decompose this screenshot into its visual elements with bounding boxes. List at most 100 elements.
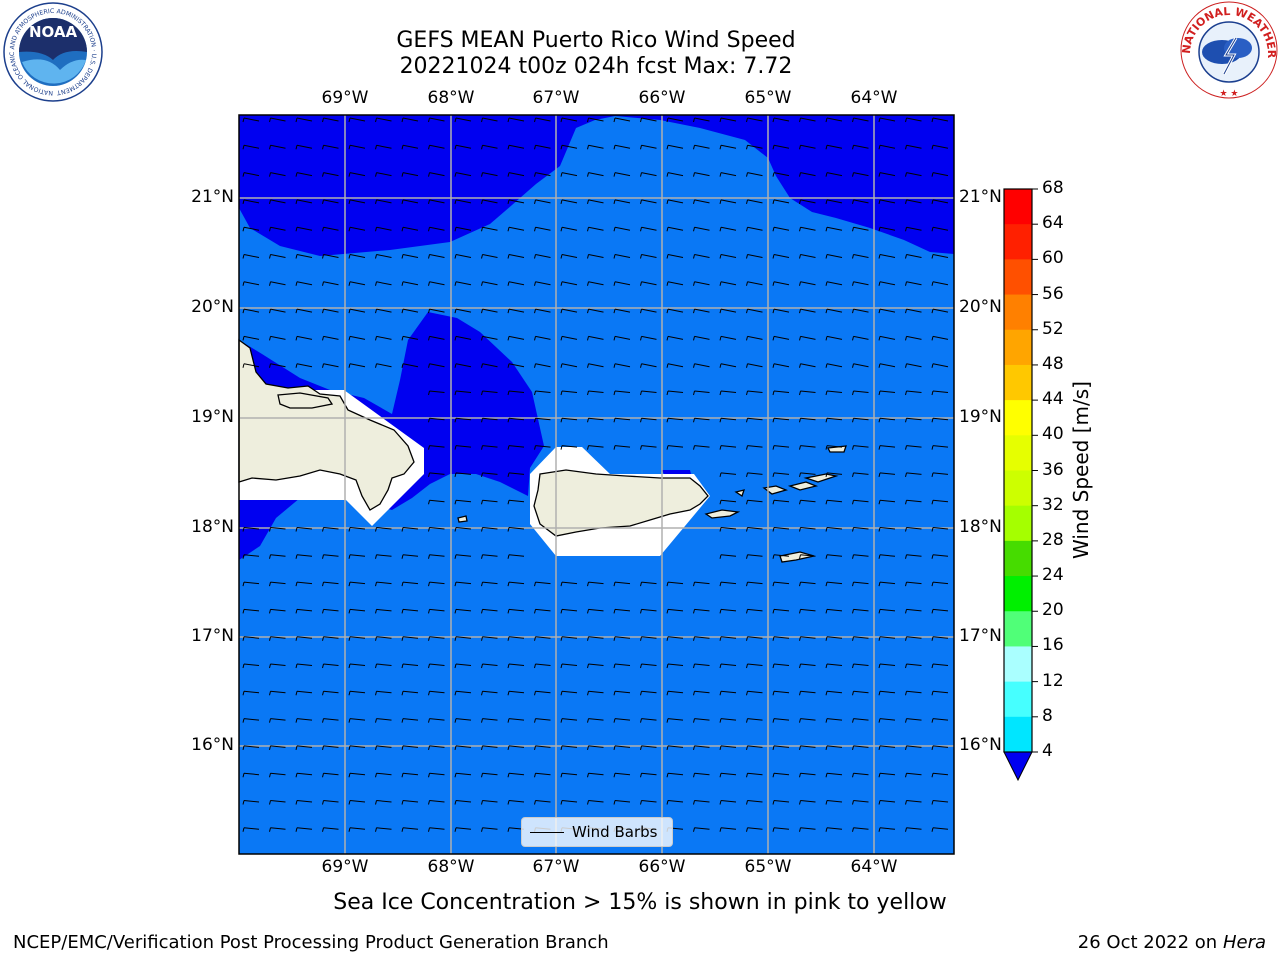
wind-barb — [269, 172, 286, 177]
wind-barb — [587, 390, 604, 396]
wind-barb — [719, 335, 737, 341]
wind-barb — [375, 718, 392, 723]
wind-barb — [507, 417, 525, 423]
wind-barb — [295, 800, 313, 805]
wind-barb — [931, 390, 949, 396]
wind-barb — [772, 636, 790, 641]
latitude-label: 17°N — [191, 626, 234, 646]
wind-barb — [931, 772, 949, 778]
wind-barb — [534, 144, 551, 150]
wind-barb — [640, 390, 657, 396]
wind-barb — [534, 363, 551, 368]
wind-barb — [719, 745, 737, 751]
wind-barb — [401, 636, 419, 641]
wind-barb — [905, 527, 922, 532]
wind-barb — [799, 499, 816, 505]
wind-barb — [640, 254, 657, 259]
wind-barb — [534, 117, 551, 123]
wind-barb — [852, 254, 869, 259]
wind-barb — [746, 608, 763, 614]
wind-barb — [375, 226, 392, 232]
wind-barb — [852, 527, 869, 532]
wind-barb — [931, 554, 949, 559]
wind-barb — [269, 308, 286, 314]
wind-barb — [454, 172, 472, 177]
wind-barb — [799, 172, 816, 177]
wind-barb — [587, 445, 604, 450]
wind-barb — [772, 690, 790, 696]
wind-barb — [560, 172, 578, 177]
nws-logo: NATIONAL WEATHER SERVICE ★ ★ — [1176, 0, 1278, 99]
wind-barb — [560, 745, 578, 751]
wind-barb — [772, 254, 790, 259]
wind-barb — [878, 363, 896, 368]
wind-barb — [719, 308, 737, 314]
wind-barb — [507, 117, 525, 123]
wind-barb — [825, 417, 843, 423]
wind-barb — [507, 144, 525, 150]
wind-barb — [428, 800, 445, 805]
colorbar-tick-label: 44 — [1042, 389, 1064, 410]
wind-barb — [825, 281, 843, 286]
wind-barb — [852, 308, 869, 314]
wind-barb — [507, 718, 525, 723]
wind-barb — [878, 199, 896, 205]
wind-barb — [931, 527, 949, 532]
wind-barb — [905, 281, 922, 286]
wind-barb — [878, 117, 896, 123]
wind-barb — [719, 199, 737, 205]
wind-barb — [242, 308, 260, 314]
wind-barb — [322, 690, 339, 696]
longitude-label: 67°W — [532, 88, 580, 108]
wind-barb — [693, 690, 710, 696]
wind-barb — [931, 499, 949, 505]
wind-barb — [905, 690, 922, 696]
wind-barb — [507, 554, 525, 559]
wind-barb — [242, 281, 260, 286]
wind-barb — [878, 690, 896, 696]
wind-barb — [242, 172, 260, 177]
wind-barb — [348, 718, 366, 723]
wind-barb — [560, 335, 578, 341]
wind-barb — [693, 390, 710, 396]
wind-barb — [666, 772, 684, 778]
wind-barb — [719, 827, 737, 832]
wind-barb — [587, 363, 604, 368]
wind-barb — [852, 172, 869, 177]
wind-barb — [454, 772, 472, 778]
wind-barb — [693, 281, 710, 286]
wind-barb — [931, 800, 949, 805]
noaa-logo: NATIONAL OCEANIC AND ATMOSPHERIC ADMINIS… — [2, 2, 103, 102]
wind-barb — [666, 308, 684, 314]
wind-barb — [772, 172, 790, 177]
wind-barb — [613, 254, 631, 259]
wind-barb — [269, 335, 286, 341]
wind-barb — [348, 636, 366, 641]
wind-barb — [666, 281, 684, 286]
wind-barb — [693, 827, 710, 832]
wind-barb — [428, 554, 445, 559]
wind-barb — [534, 800, 551, 805]
latitude-label: 20°N — [959, 297, 1002, 317]
wind-barb — [295, 226, 313, 232]
wind-barb — [613, 745, 631, 751]
wind-barb — [666, 172, 684, 177]
wind-barb — [931, 226, 949, 232]
wind-barb — [852, 417, 869, 423]
wind-barb — [481, 226, 498, 232]
wind-barb — [693, 308, 710, 314]
colorbar-tick-label: 40 — [1042, 424, 1064, 445]
wind-barb — [481, 663, 498, 669]
longitude-label: 65°W — [744, 857, 792, 877]
latitude-label: 21°N — [191, 187, 234, 207]
latitude-label: 16°N — [191, 735, 234, 755]
colorbar-extend-arrow — [1003, 751, 1033, 782]
wind-barb — [640, 172, 657, 177]
wind-barb — [401, 800, 419, 805]
wind-barb — [613, 772, 631, 778]
wind-barb — [719, 417, 737, 423]
wind-barb — [799, 827, 816, 832]
wind-barb — [348, 254, 366, 259]
wind-barb — [401, 527, 419, 532]
wind-barb — [295, 363, 313, 368]
